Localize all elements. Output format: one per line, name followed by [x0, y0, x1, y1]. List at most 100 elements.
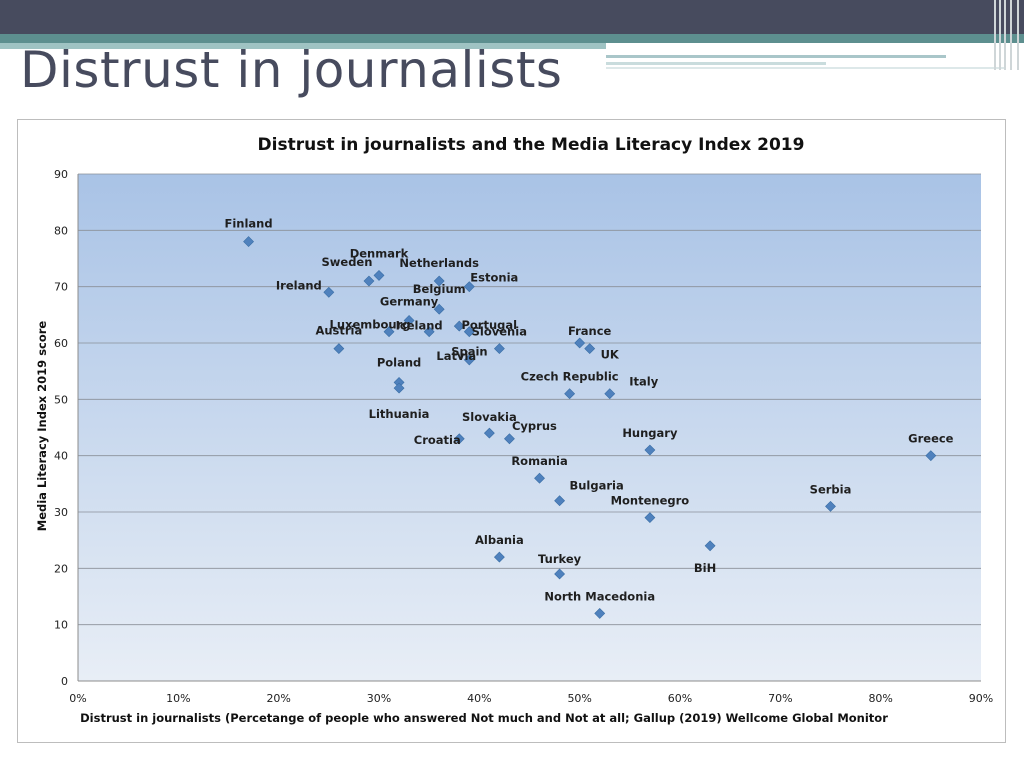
y-tick-label: 90 — [54, 168, 68, 181]
chart-title: Distrust in journalists and the Media Li… — [258, 135, 805, 155]
data-point-marker — [373, 269, 385, 281]
data-point-label: Germany — [380, 294, 439, 308]
data-point-label: Iceland — [396, 319, 443, 333]
data-point-label: North Macedonia — [544, 589, 655, 603]
data-point-label: Romania — [511, 454, 567, 468]
data-point-marker — [433, 303, 445, 315]
data-point-label: Latvia — [436, 349, 476, 363]
data-point-label: France — [568, 324, 612, 338]
x-tick-label: 60% — [668, 692, 692, 705]
data-point-marker — [323, 286, 335, 298]
data-point-label: Slovenia — [472, 325, 527, 339]
data-point-marker — [463, 326, 475, 338]
x-tick-label: 70% — [768, 692, 792, 705]
y-tick-label: 20 — [54, 562, 68, 575]
decorative-line — [606, 55, 946, 58]
data-point-marker — [534, 472, 545, 484]
data-point-marker — [393, 382, 405, 394]
data-point-label: Denmark — [350, 246, 409, 260]
data-point-marker — [644, 512, 656, 524]
data-point-label: Luxembourg — [330, 318, 411, 332]
x-tick-label: 20% — [266, 692, 290, 705]
data-point-marker — [584, 343, 596, 355]
data-point-label: Czech Republic — [521, 370, 619, 384]
data-point-label: Spain — [451, 345, 487, 359]
data-point-marker — [463, 281, 475, 293]
data-point-marker — [483, 427, 495, 439]
data-point-marker — [403, 315, 415, 326]
data-point-marker — [453, 320, 465, 332]
data-point-marker — [644, 444, 656, 456]
data-point-label: Italy — [629, 375, 658, 389]
x-tick-label: 90% — [969, 692, 993, 705]
data-point-label: Finland — [225, 217, 273, 231]
decorative-line — [606, 67, 1006, 69]
data-point-marker — [564, 388, 576, 400]
y-tick-label: 70 — [54, 281, 68, 294]
data-point-label: Ireland — [276, 278, 322, 292]
scatter-chart: Distrust in journalists and the Media Li… — [35, 135, 993, 725]
y-tick-label: 10 — [54, 619, 68, 632]
y-tick-label: 80 — [54, 224, 68, 237]
decorative-stripes — [990, 0, 1024, 70]
top-banner-bar — [0, 0, 1024, 34]
x-tick-label: 10% — [166, 692, 190, 705]
data-point-label: Hungary — [622, 426, 678, 440]
x-tick-label: 0% — [69, 692, 86, 705]
x-tick-label: 30% — [367, 692, 391, 705]
data-points — [243, 236, 937, 619]
data-point-label: Slovakia — [462, 410, 517, 424]
y-tick-label: 50 — [54, 393, 68, 406]
data-point-marker — [594, 607, 606, 619]
data-point-marker — [453, 433, 465, 445]
data-point-label: Cyprus — [512, 419, 557, 433]
data-point-label: Albania — [475, 533, 524, 547]
data-point-label: UK — [601, 348, 620, 362]
data-point-marker — [554, 495, 566, 507]
data-point-marker — [704, 540, 716, 552]
data-point-marker — [423, 326, 435, 338]
data-point-marker — [825, 500, 836, 512]
data-point-marker — [925, 450, 937, 462]
data-point-marker — [604, 388, 616, 400]
data-point-marker — [363, 275, 375, 287]
data-point-marker — [574, 337, 586, 349]
y-tick-label: 40 — [54, 450, 68, 463]
data-point-label: Montenegro — [611, 494, 690, 508]
data-point-label: Greece — [908, 432, 954, 446]
data-point-label: Portugal — [461, 318, 517, 332]
data-point-label: Croatia — [414, 433, 461, 447]
x-tick-label: 50% — [567, 692, 591, 705]
data-point-marker — [243, 236, 254, 248]
data-point-marker — [333, 343, 345, 355]
data-point-marker — [383, 326, 395, 338]
y-tick-label: 30 — [54, 506, 68, 519]
data-point-label: Poland — [377, 355, 421, 369]
data-point-label: BiH — [694, 561, 716, 575]
data-point-marker — [554, 568, 566, 580]
data-point-marker — [433, 275, 445, 287]
data-point-label: Austria — [315, 324, 362, 338]
data-point-label: Estonia — [470, 271, 518, 285]
decorative-line — [606, 62, 826, 65]
slide-title: Distrust in journalists — [20, 41, 563, 99]
data-point-label: Sweden — [321, 255, 372, 269]
x-axis-label: Distrust in journalists (Percetange of p… — [80, 711, 888, 725]
tick-labels: 0 10 20 30 40 50 60 70 80 90 0% 10% 20% 30% 40% 50% 60% 7… — [54, 168, 993, 705]
y-tick-label: 60 — [54, 337, 68, 350]
x-tick-label: 40% — [467, 692, 491, 705]
data-point-marker — [493, 551, 505, 563]
accent-strip-light — [0, 43, 606, 49]
data-point-marker — [463, 354, 475, 366]
accent-strip — [0, 34, 1024, 43]
data-point-marker — [504, 433, 515, 445]
y-axis-label: Media Literacy Index 2019 score — [35, 321, 49, 532]
y-tick-label: 0 — [61, 675, 68, 688]
data-point-label: Serbia — [810, 482, 852, 496]
data-point-label: Bulgaria — [569, 479, 623, 493]
axes — [77, 174, 981, 682]
data-point-marker — [493, 343, 505, 355]
data-point-label: Turkey — [538, 552, 582, 566]
data-point-label: Belgium — [413, 282, 466, 296]
